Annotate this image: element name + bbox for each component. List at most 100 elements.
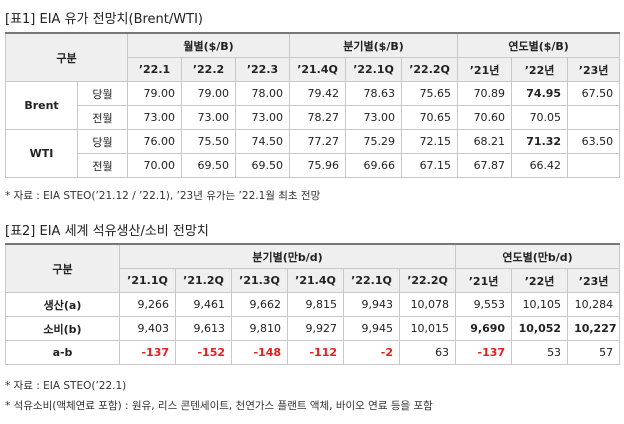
cell: 79.00 [181, 81, 236, 106]
cell: 9,810 [231, 316, 288, 341]
cell: 9,613 [175, 316, 232, 341]
cell: 75.29 [345, 129, 403, 154]
cell: 70.00 [127, 153, 182, 178]
table-title: [표2] EIA 세계 석유생산/소비 전망치 [5, 224, 209, 239]
cell: 69.66 [345, 153, 403, 178]
cell: 10,105 [511, 292, 569, 317]
cell: 67.87 [457, 153, 513, 178]
cell: 70.65 [401, 105, 459, 130]
cell: 10,015 [398, 316, 457, 341]
row-name: 생산(a) [5, 292, 120, 317]
period-header: ’22.2Q [401, 57, 459, 82]
group-header: 분기별($/B) [289, 32, 459, 58]
cell: 67.50 [567, 81, 621, 106]
period-header: ’22년 [511, 268, 569, 293]
cell: 9,662 [231, 292, 288, 317]
cell: 10,078 [398, 292, 457, 317]
period-header: ’21.4Q [287, 268, 344, 293]
corner: 구분 [5, 32, 128, 82]
table-title: [표1] EIA 유가 전망치(Brent/WTI) [5, 12, 203, 27]
cell: 63 [398, 340, 457, 365]
footnote: * 자료 : EIA STEO(’22.1) [5, 380, 127, 392]
period-header: ’21.1Q [119, 268, 176, 293]
cell: 68.21 [457, 129, 513, 154]
row-name: Brent [5, 81, 78, 130]
header-row: ’22.1’22.2’22.3’21.4Q ’22.1Q ’22.2Q ’21년 ’22… [6, 57, 621, 82]
cell: 78.27 [289, 105, 347, 130]
data-row: Brent 당월 79.00 79.00 78.00 79.42 78.63 75.65 70.… [5, 81, 621, 130]
cell: -137 [455, 340, 513, 365]
cell: -112 [287, 340, 344, 365]
cell: 69.50 [181, 153, 236, 178]
cell: 74.95 [511, 81, 569, 106]
period-header: ’22년 [511, 57, 569, 82]
group-header: 월별($/B) [126, 32, 291, 58]
row-sub: 전월 [77, 153, 128, 178]
cell: -2 [343, 340, 400, 365]
data-row: 생산(a) 9,266 9,461 9,662 9,815 9,943 10,078 9,55… [5, 292, 621, 317]
cell: 75.65 [401, 81, 459, 106]
period-header: ’22.3 [234, 57, 291, 82]
period-header: ’22.2Q [398, 268, 457, 293]
period-header: ’23년 [567, 57, 621, 82]
row-name: 소비(b) [5, 316, 120, 341]
cell: 79.00 [127, 81, 182, 106]
cell: -148 [231, 340, 288, 365]
cell: -152 [175, 340, 232, 365]
period-header: ’22.1Q [343, 268, 400, 293]
cell: 76.00 [127, 129, 182, 154]
data-row: 전월 73.00 73.00 73.00 78.27 73.00 70.65 70.60 70.… [6, 105, 621, 130]
header-row: 구분 월별($/B) 분기별($/B) 연도별($/B) [5, 32, 621, 82]
cell: 70.89 [457, 81, 513, 106]
cell: 9,943 [343, 292, 400, 317]
cell: 78.63 [345, 81, 403, 106]
row-name: a-b [5, 340, 120, 365]
cell: 74.50 [234, 129, 291, 154]
footnote: * 자료 : EIA STEO(’21.12 / ’22.1), ’23년 유가… [5, 190, 321, 202]
row-name: WTI [5, 129, 78, 178]
period-header: ’22.1 [127, 57, 182, 82]
row-sub: 당월 [77, 129, 128, 154]
cell: 57 [567, 340, 621, 365]
table: 구분 월별($/B) 분기별($/B) 연도별($/B) ’22.1’22.2’22.3… [5, 32, 621, 178]
cell: 73.00 [181, 105, 236, 130]
cell: 67.15 [401, 153, 459, 178]
cell: 9,690 [455, 316, 513, 341]
data-row: WTI 당월 76.00 75.50 74.50 77.27 75.29 72.15 68.21… [5, 129, 621, 178]
data-row: 전월 70.00 69.50 69.50 75.96 69.66 67.15 67.87 66.… [6, 153, 621, 178]
cell: 9,461 [175, 292, 232, 317]
cell: 78.00 [234, 81, 291, 106]
cell: 69.50 [234, 153, 291, 178]
cell: 10,227 [567, 316, 621, 341]
cell [567, 153, 621, 178]
data-row: 소비(b) 9,403 9,613 9,810 9,927 9,945 10,015 9,69… [5, 316, 621, 341]
header-row: 구분 분기별(만b/d) 연도별(만b/d) [5, 243, 621, 293]
cell [567, 105, 621, 130]
row-sub: 전월 [77, 105, 128, 130]
cell: 79.42 [289, 81, 347, 106]
cell: 9,403 [119, 316, 176, 341]
cell: 77.27 [289, 129, 347, 154]
cell: 9,553 [455, 292, 513, 317]
cell: -137 [119, 340, 176, 365]
period-header: ’21.2Q [175, 268, 232, 293]
cell: 63.50 [567, 129, 621, 154]
corner: 구분 [5, 243, 120, 293]
period-header: ’21년 [455, 268, 513, 293]
cell: 70.60 [457, 105, 513, 130]
cell: 9,815 [287, 292, 344, 317]
cell: 9,266 [119, 292, 176, 317]
cell: 73.00 [345, 105, 403, 130]
period-header: ’22.2 [181, 57, 236, 82]
cell: 53 [511, 340, 569, 365]
cell: 9,945 [343, 316, 400, 341]
period-header: ’21.4Q [289, 57, 347, 82]
cell: 75.50 [181, 129, 236, 154]
cell: 10,052 [511, 316, 569, 341]
period-header: ’21년 [457, 57, 513, 82]
period-header: ’21.3Q [231, 268, 288, 293]
cell: 73.00 [127, 105, 182, 130]
group-header: 연도별($/B) [457, 32, 621, 58]
group-header: 연도별(만b/d) [455, 243, 621, 269]
cell: 66.42 [511, 153, 569, 178]
